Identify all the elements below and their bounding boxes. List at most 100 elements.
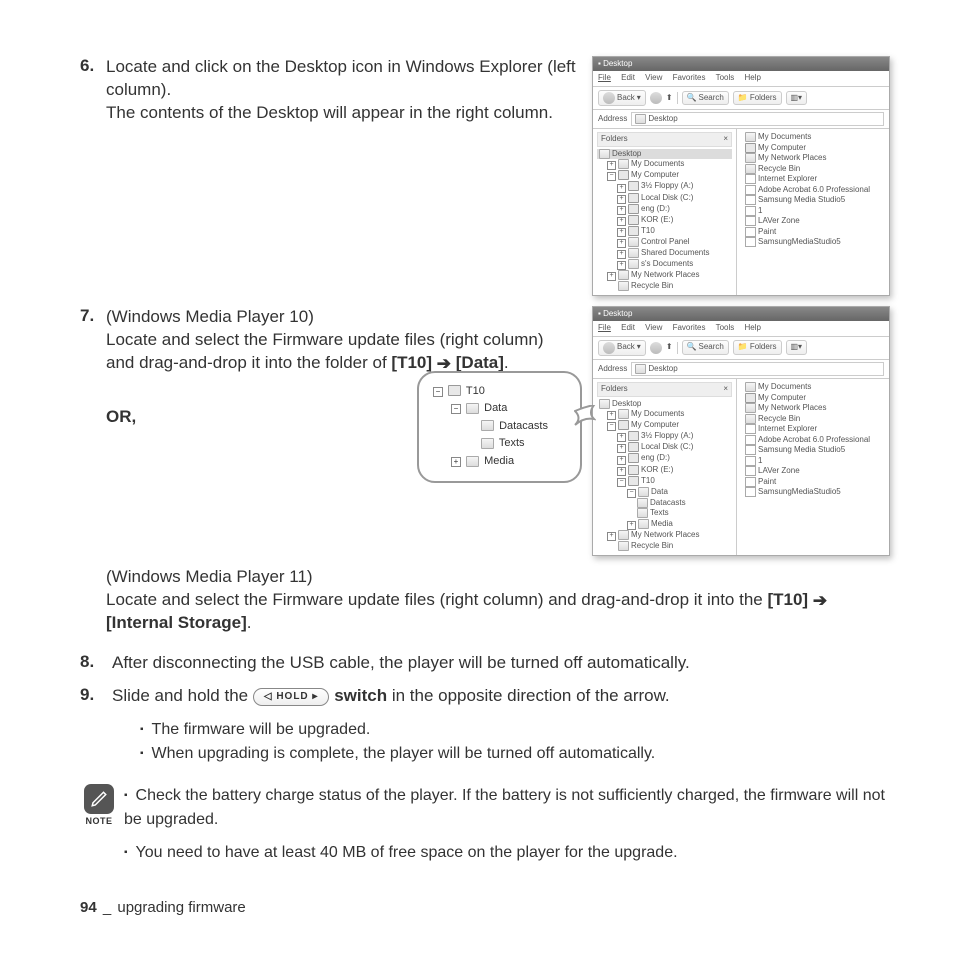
tree-item-label: My Network Places [631, 530, 699, 539]
footer-sep: _ [103, 899, 111, 916]
tree-item-label: T10 [641, 476, 655, 485]
step-8-number: 8. [80, 652, 112, 672]
explorer-body: Folders× Desktop +My Documents −My Compu… [593, 129, 889, 295]
step-6-body: Locate and click on the Desktop icon in … [106, 56, 582, 125]
note-bullets: Check the battery charge status of the p… [124, 784, 890, 874]
menu-tools: Tools [716, 323, 735, 332]
list-item-label: My Computer [758, 143, 806, 152]
tree-item: Datacasts [597, 498, 732, 509]
list-item: Adobe Acrobat 6.0 Professional [743, 185, 883, 196]
list-item-label: Adobe Acrobat 6.0 Professional [758, 185, 870, 194]
forward-button [650, 342, 662, 354]
tree-item: +Shared Documents [597, 248, 732, 259]
step-9-bullets: The firmware will be upgraded. When upgr… [140, 718, 890, 766]
step-7-wmp11-body: Locate and select the Firmware update fi… [106, 589, 890, 635]
explorer-titlebar: ▪ Desktop [593, 307, 889, 321]
note-item: You need to have at least 40 MB of free … [124, 841, 890, 864]
views-button: ▥▾ [786, 91, 808, 105]
tree-item: −T10 [597, 476, 732, 487]
step-7-number: 7. [80, 306, 106, 326]
address-label: Address [598, 114, 627, 124]
tree-item-label: Desktop [612, 399, 641, 408]
note-block: NOTE Check the battery charge status of … [80, 784, 890, 874]
list-item-label: Paint [758, 227, 776, 236]
list-item-label: SamsungMediaStudio5 [758, 237, 841, 246]
step-7-wmp10-body: Locate and select the Firmware update fi… [106, 329, 576, 375]
wmp11-body-text: Locate and select the Firmware update fi… [106, 590, 767, 609]
hold-switch-icon: ◁ HOLD ▸ [253, 688, 330, 706]
folders-button: 📁 Folders [733, 340, 782, 354]
note-item: Check the battery charge status of the p… [124, 784, 890, 830]
list-item: Recycle Bin [743, 414, 883, 425]
folders-label: Folders [750, 93, 777, 103]
menu-file: File [598, 323, 611, 332]
menu-edit: Edit [621, 323, 635, 332]
callout-item: Datacasts [433, 418, 570, 436]
tree-item: Recycle Bin [597, 281, 732, 292]
callout-t10: T10 [466, 385, 485, 397]
explorer-title-text: Desktop [603, 309, 632, 318]
step-8-row: 8. After disconnecting the USB cable, th… [80, 652, 890, 675]
tree-item-label: My Documents [631, 409, 684, 418]
tree-item-label: Media [651, 519, 673, 528]
step-9-row: 9. Slide and hold the ◁ HOLD ▸ switch in… [80, 685, 890, 708]
tree-item: Desktop [597, 399, 732, 410]
callout-item: + Media [433, 453, 570, 471]
explorer-menubar: File Edit View Favorites Tools Help [593, 71, 889, 86]
step-7-wmp11-label: (Windows Media Player 11) [106, 566, 890, 589]
tree-item-label: My Documents [631, 159, 684, 168]
tree-item-label: Shared Documents [641, 248, 709, 257]
tree-item: Recycle Bin [597, 541, 732, 552]
tree-item: −My Computer [597, 170, 732, 181]
path-t10: [T10] [391, 353, 432, 372]
list-item-label: 1 [758, 206, 762, 215]
tree-item: +T10 [597, 226, 732, 237]
tree-desktop: Desktop [597, 149, 732, 160]
back-button: Back ▾ [598, 90, 646, 106]
path-internal-storage: [Internal Storage] [106, 613, 247, 632]
tree-item: +KOR (E:) [597, 215, 732, 226]
address-field: Desktop [631, 362, 884, 377]
folder-tree-callout: − T10 − Data Datacasts Texts + Media [417, 371, 582, 483]
explorer-contents: My Documents My Computer My Network Plac… [737, 129, 889, 295]
address-label: Address [598, 364, 627, 374]
path-data: [Data] [456, 353, 504, 372]
back-label: Back [617, 342, 635, 352]
menu-help: Help [745, 73, 761, 82]
explorer-screenshot-1: ▪ Desktop File Edit View Favorites Tools… [592, 56, 890, 296]
folders-panel-header: Folders× [597, 382, 732, 396]
explorer-toolbar: Back ▾ ⬆ 🔍 Search 📁 Folders ▥▾ [593, 87, 889, 110]
folders-header-label: Folders [601, 384, 628, 393]
list-item: 1 [743, 206, 883, 217]
arrow-icon: ➔ [813, 590, 827, 613]
list-item-label: Samsung Media Studio5 [758, 195, 845, 204]
folders-label: Folders [750, 342, 777, 352]
list-item-label: Paint [758, 477, 776, 486]
search-button: 🔍 Search [682, 340, 729, 354]
list-item-label: My Computer [758, 393, 806, 402]
page: 6. Locate and click on the Desktop icon … [0, 0, 954, 954]
address-value: Desktop [648, 114, 677, 123]
list-item: LAVer Zone [743, 216, 883, 227]
search-label: Search [698, 342, 723, 352]
step-9-body-a: Slide and hold the [112, 686, 253, 705]
list-item-label: Samsung Media Studio5 [758, 445, 845, 454]
list-item-label: Internet Explorer [758, 174, 817, 183]
list-item: SamsungMediaStudio5 [743, 487, 883, 498]
list-item-label: Recycle Bin [758, 414, 800, 423]
callout-tail-icon [574, 405, 596, 433]
tree-item: +Media [597, 519, 732, 530]
tree-item: +3½ Floppy (A:) [597, 431, 732, 442]
tree-item: +My Network Places [597, 530, 732, 541]
explorer-title-text: Desktop [603, 59, 632, 68]
list-item: My Computer [743, 143, 883, 154]
folders-button: 📁 Folders [733, 91, 782, 105]
page-number: 94 [80, 899, 97, 916]
search-button: 🔍 Search [682, 91, 729, 105]
views-button: ▥▾ [786, 340, 808, 354]
step-7-wmp10-label: (Windows Media Player 10) [106, 306, 576, 329]
list-item: Paint [743, 227, 883, 238]
explorer-menubar: File Edit View Favorites Tools Help [593, 321, 889, 336]
explorer-contents: My Documents My Computer My Network Plac… [737, 379, 889, 554]
menu-view: View [645, 323, 662, 332]
